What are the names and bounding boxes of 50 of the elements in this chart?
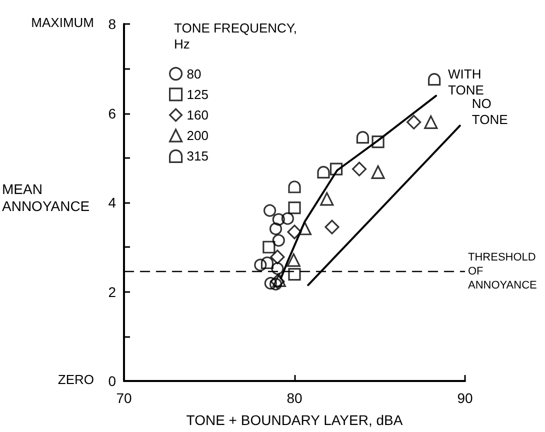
point [424, 115, 438, 129]
point [281, 212, 294, 225]
x-axis-title: TONE + BOUNDARY LAYER, dBA [186, 412, 404, 428]
text: MAXIMUM [31, 15, 94, 30]
point [272, 234, 285, 247]
point [272, 213, 285, 226]
series-label: WITH TONE [448, 66, 485, 98]
point [320, 192, 334, 206]
point [263, 204, 276, 217]
x-tick-label: 90 [457, 390, 473, 406]
point [254, 258, 267, 272]
point [270, 250, 285, 264]
point [288, 268, 301, 281]
point [406, 114, 422, 130]
point [288, 202, 301, 214]
point [286, 253, 300, 267]
y-tick-label: 8 [108, 16, 116, 32]
legend-label: 80 [186, 66, 202, 82]
point [317, 166, 330, 178]
point [264, 276, 277, 290]
ref-line-label: THRESHOLD OF ANNOYANCE [468, 252, 539, 292]
legend-label: 160 [186, 108, 209, 122]
point [356, 131, 369, 144]
y-axis-title: MEAN ANNOYANCE [2, 181, 90, 214]
point [372, 136, 384, 148]
point [371, 165, 385, 179]
point [324, 220, 340, 234]
point [269, 222, 282, 236]
point [269, 278, 282, 290]
y-tick-label: 4 [108, 194, 116, 210]
point [260, 256, 274, 270]
legend-label: 125 [186, 86, 209, 102]
text: ZERO [58, 372, 94, 387]
legend-label: 200 [186, 128, 209, 144]
point [271, 262, 284, 275]
legend-label: 315 [186, 148, 209, 164]
point [352, 162, 367, 176]
y-tick-label: 2 [108, 284, 116, 300]
point [298, 222, 312, 236]
point [262, 240, 276, 254]
point [428, 73, 441, 86]
point [287, 224, 302, 240]
x-tick-label: 80 [286, 390, 302, 406]
point [288, 180, 301, 194]
point [330, 162, 343, 176]
series-label: NO TONE [472, 96, 508, 128]
x-tick-label: 70 [116, 390, 132, 406]
y-tick-label: 6 [108, 105, 116, 122]
legend-title: TONE FREQUENCY, Hz [174, 20, 301, 52]
y-tick-label: 0 [108, 373, 116, 389]
